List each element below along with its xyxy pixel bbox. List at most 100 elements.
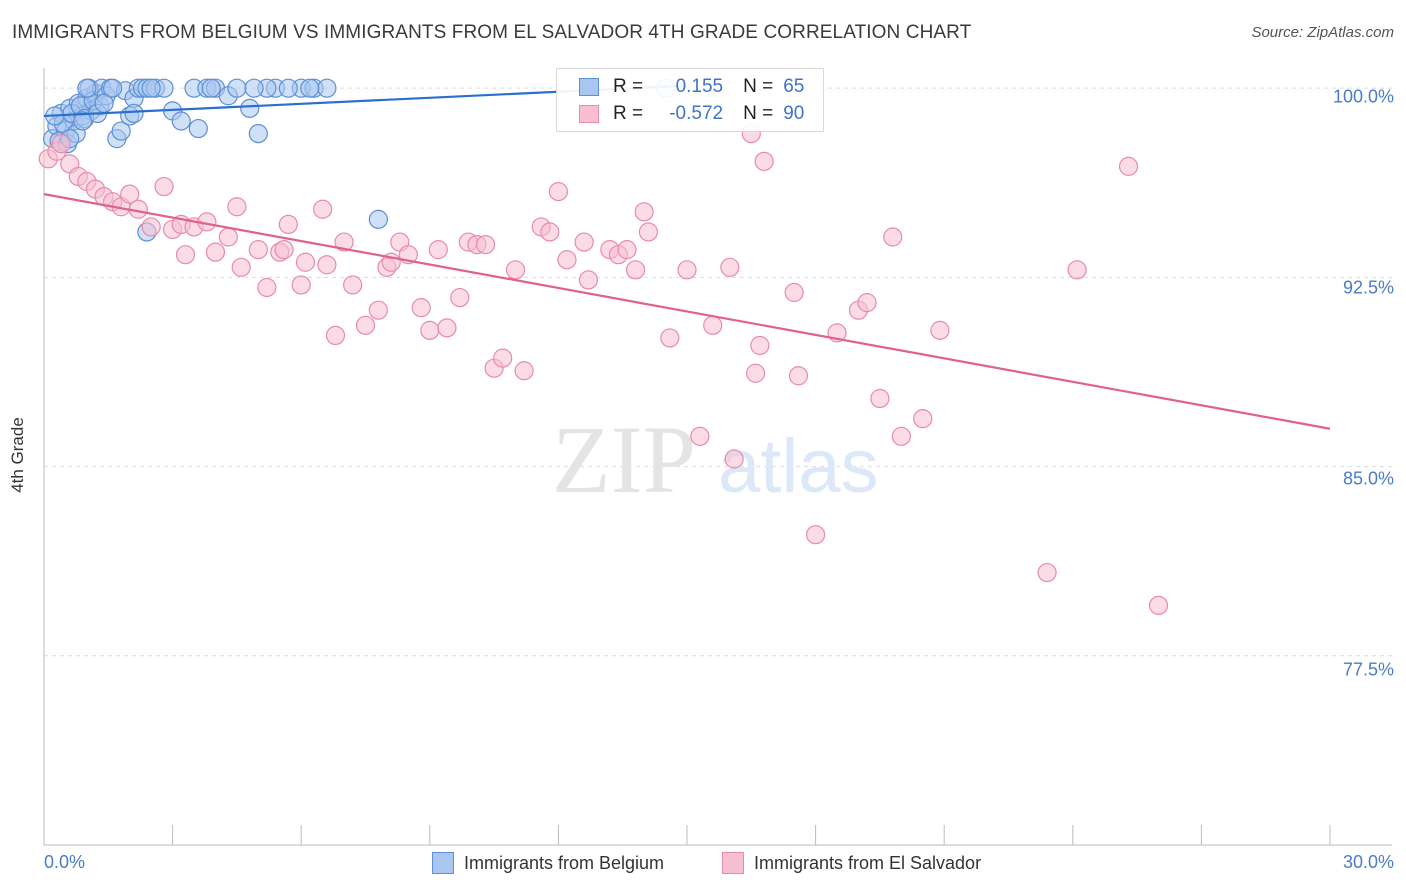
trend-layer (43, 84, 1331, 430)
point-salvador (703, 315, 723, 335)
point-salvador (205, 242, 226, 262)
point-salvador (274, 240, 294, 260)
point-salvador (913, 409, 933, 429)
stats-legend: R = 0.155 N = 65 R = -0.572 N = 90 (556, 68, 824, 132)
x-tick-label-min: 0.0% (44, 852, 86, 872)
point-salvador (745, 363, 766, 383)
series-legend-belgium[interactable]: Immigrants from Belgium (432, 852, 664, 874)
point-salvador (355, 315, 376, 335)
point-salvador (420, 320, 440, 340)
point-belgium (171, 111, 191, 131)
y-tick-label-85: 85.0% (1342, 468, 1394, 489)
point-salvador (334, 232, 354, 252)
point-belgium (188, 118, 208, 139)
point-salvador (257, 277, 277, 298)
trend-line-salvador (43, 193, 1331, 430)
watermark: ZIP atlas (552, 406, 879, 513)
legend-row-salvador: R = -0.572 N = 90 (579, 100, 804, 128)
point-salvador (291, 275, 311, 295)
point-salvador (51, 134, 71, 154)
point-salvador (870, 388, 890, 409)
legend-swatch-salvador (579, 105, 599, 123)
point-salvador (313, 199, 333, 219)
point-belgium (94, 93, 114, 113)
legend-r-value-belgium: 0.155 (675, 76, 724, 97)
point-salvador (578, 270, 599, 290)
point-belgium (248, 123, 268, 144)
point-salvador (428, 240, 448, 260)
point-salvador (638, 222, 659, 242)
point-salvador (437, 318, 457, 338)
point-salvador (475, 234, 496, 255)
point-salvador (784, 282, 804, 303)
watermark-atlas: atlas (718, 424, 879, 509)
point-belgium (77, 78, 97, 98)
point-salvador (295, 252, 316, 272)
watermark-zip: ZIP (552, 406, 696, 513)
point-salvador (248, 240, 268, 260)
point-salvador (891, 426, 911, 446)
series-legend-label-salvador: Immigrants from El Salvador (754, 852, 982, 873)
point-salvador (805, 525, 826, 545)
point-belgium (141, 78, 161, 98)
legend-swatch-belgium (579, 78, 599, 96)
series-legend-label-belgium: Immigrants from Belgium (464, 852, 665, 873)
point-salvador (574, 232, 594, 252)
point-salvador (450, 287, 470, 308)
y-tick-label-100: 100.0% (1332, 86, 1394, 107)
chart-source: Source: ZipAtlas.com (1251, 24, 1394, 41)
point-belgium (300, 78, 320, 98)
points-layer (38, 78, 1169, 615)
point-salvador (368, 300, 388, 320)
point-salvador (278, 214, 298, 235)
point-salvador (231, 257, 251, 277)
legend-r-label: R = (613, 76, 644, 97)
point-belgium (124, 103, 144, 124)
series-legend-salvador[interactable]: Immigrants from El Salvador (722, 852, 981, 874)
point-salvador (720, 257, 740, 277)
point-belgium (368, 209, 388, 229)
point-salvador (1067, 260, 1087, 280)
legend-row-belgium: R = 0.155 N = 65 (579, 73, 804, 101)
point-belgium (227, 78, 247, 98)
point-salvador (514, 361, 534, 381)
point-salvador (750, 335, 770, 356)
point-belgium (278, 78, 298, 98)
y-tick-label-92-5: 92.5% (1342, 277, 1394, 298)
series-legend-swatch-salvador (722, 852, 744, 874)
point-salvador (754, 151, 774, 171)
point-salvador (141, 217, 161, 237)
legend-r-value-salvador: -0.572 (669, 103, 724, 124)
point-belgium (102, 78, 123, 98)
point-salvador (1037, 562, 1057, 583)
point-salvador (1118, 156, 1139, 176)
point-salvador (218, 227, 238, 247)
point-salvador (493, 348, 513, 368)
point-salvador (540, 222, 560, 242)
point-salvador (505, 260, 526, 280)
point-belgium (244, 78, 264, 98)
point-salvador (690, 426, 710, 446)
legend-n-label: N = (743, 103, 774, 124)
point-belgium (317, 78, 337, 98)
point-salvador (154, 176, 174, 197)
point-belgium (201, 78, 221, 98)
axes-layer (43, 68, 1392, 846)
point-salvador (930, 320, 950, 340)
point-salvador (548, 182, 569, 202)
point-belgium (72, 111, 93, 131)
point-salvador (120, 184, 140, 204)
point-salvador (325, 325, 346, 346)
point-salvador (175, 245, 196, 265)
point-salvador (634, 202, 654, 222)
legend-r-label: R = (613, 103, 644, 124)
point-salvador (677, 260, 697, 280)
point-belgium (240, 98, 260, 118)
grid-layer (44, 87, 1392, 657)
point-salvador (317, 255, 337, 275)
legend-n-label: N = (743, 76, 774, 97)
legend-n-value-belgium: 65 (783, 76, 805, 97)
point-salvador (883, 227, 903, 247)
point-salvador (411, 298, 431, 318)
